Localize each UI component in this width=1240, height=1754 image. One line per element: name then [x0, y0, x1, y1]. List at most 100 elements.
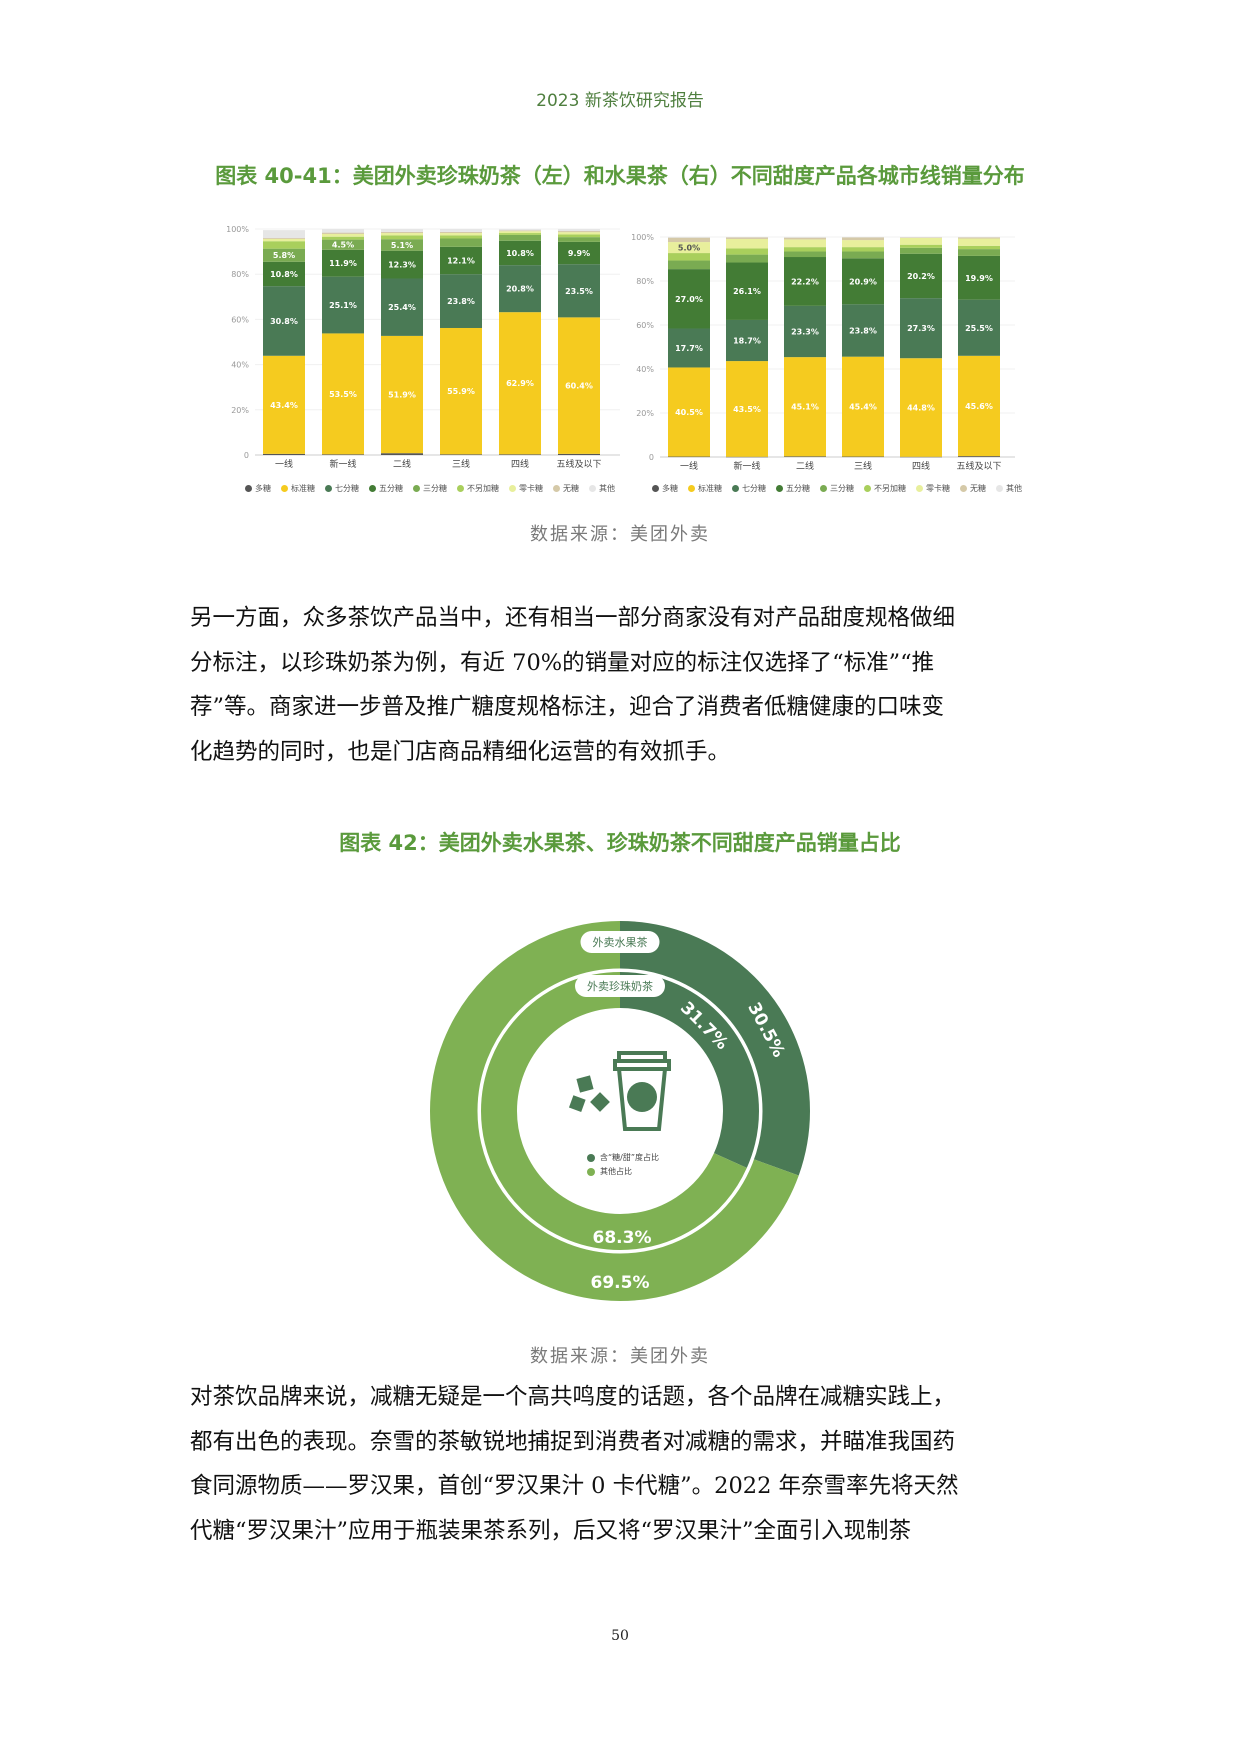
data-label: 9.9% — [568, 249, 590, 258]
y-tick-label: 80% — [231, 270, 249, 279]
data-label: 5.1% — [391, 241, 413, 250]
bar-segment — [900, 298, 942, 359]
x-tick-label: 五线及以下 — [956, 460, 1001, 472]
legend-item: 零卡糖 — [916, 483, 950, 494]
ring-label-fruit-tea: 外卖水果茶 — [580, 931, 660, 953]
bar-segment — [668, 237, 710, 243]
bar-segment — [381, 231, 423, 234]
legend-dot — [996, 485, 1003, 492]
legend-item: 三分糖 — [820, 483, 854, 494]
data-label: 53.5% — [329, 390, 357, 399]
legend-item: 零卡糖 — [509, 483, 543, 494]
legend-item: 不另加糖 — [864, 483, 906, 494]
bar-segment — [381, 235, 423, 240]
bar-segment — [381, 278, 423, 336]
bar-segment — [440, 274, 482, 328]
bar-segment — [381, 250, 423, 279]
bar-segment — [499, 234, 541, 241]
bar-segment — [842, 240, 884, 248]
legend-label: 标准糖 — [291, 484, 315, 493]
bar-segment — [784, 357, 826, 457]
bar-segment — [381, 229, 423, 232]
legend-label: 无糖 — [970, 484, 986, 493]
legend-dot — [589, 485, 596, 492]
bar-segment — [784, 257, 826, 306]
y-tick-label: 0 — [244, 451, 249, 460]
bar-segment — [558, 234, 600, 238]
legend-item: 无糖 — [553, 483, 579, 494]
paragraph-1: 另一方面，众多茶饮产品当中，还有相当一部分商家没有对产品甜度规格做细 分标注，以… — [190, 596, 1050, 774]
legend-label: 零卡糖 — [926, 484, 950, 493]
legend-dot — [281, 485, 288, 492]
y-tick-label: 20% — [636, 409, 654, 418]
legend-label: 含“糖/甜”度占比 — [600, 1153, 659, 1162]
legend-dot — [864, 485, 871, 492]
bar-segment — [558, 264, 600, 318]
data-label: 22.2% — [791, 277, 819, 286]
bar-segment — [668, 260, 710, 270]
data-label: 12.3% — [388, 261, 416, 270]
x-tick-label: 四线 — [511, 458, 529, 470]
bar-segment — [726, 237, 768, 238]
y-tick-label: 100% — [226, 225, 249, 234]
data-label: 40.5% — [675, 408, 703, 417]
bar-segment — [958, 249, 1000, 256]
data-label: 43.5% — [733, 405, 761, 414]
paragraph-line: 另一方面，众多茶饮产品当中，还有相当一部分商家没有对产品甜度规格做细 — [190, 605, 956, 631]
bar-segment — [381, 239, 423, 251]
data-label: 10.8% — [506, 249, 534, 258]
bar-segment — [668, 269, 710, 329]
legend-dot — [688, 485, 695, 492]
paragraph-line: 都有出色的表现。奈雪的茶敏锐地捕捉到消费者对减糖的需求，并瞄准我国药 — [190, 1428, 956, 1455]
x-tick-label: 五线及以下 — [556, 458, 601, 470]
bar-segment — [263, 241, 305, 249]
legend-label: 其他 — [1006, 484, 1022, 493]
legend-dot — [776, 485, 783, 492]
bar-segment — [842, 356, 884, 457]
bar-segment — [784, 237, 826, 238]
legend-dot — [457, 485, 464, 492]
bar-segment — [263, 238, 305, 242]
bar-segment — [322, 454, 364, 455]
bar-segment — [558, 237, 600, 242]
y-tick-label: 40% — [636, 365, 654, 374]
bar-segment — [726, 456, 768, 458]
paragraph-line: 对茶饮品牌来说，减糖无疑是一个高共鸣度的话题，各个品牌在减糖实践上， — [190, 1384, 956, 1410]
data-label: 30.8% — [270, 317, 298, 326]
paragraph-line: 化趋势的同时，也是门店商品精细化运营的有效抓手。 — [190, 738, 731, 765]
data-label: 18.7% — [733, 337, 761, 346]
bar-segment — [558, 229, 600, 232]
bar-segment — [499, 312, 541, 455]
bar-segment — [726, 361, 768, 457]
legend-label: 七分糖 — [742, 484, 766, 493]
bar-segment — [726, 319, 768, 362]
legend-sweet-share: 含“糖/甜”度占比 — [587, 1152, 659, 1163]
data-label: 25.5% — [965, 324, 993, 333]
data-label: 26.1% — [733, 287, 761, 296]
bar-segment — [263, 238, 305, 239]
bar-segment — [381, 233, 423, 236]
legend-dot — [245, 485, 252, 492]
bar-segment — [499, 454, 541, 455]
figure-2-title: 图表 42：美团外卖水果茶、珍珠奶茶不同甜度产品销量占比 — [339, 831, 901, 855]
ring-separator — [477, 968, 763, 1254]
paragraph-line: 荐”等。商家进一步普及推广糖度规格标注，迎合了消费者低糖健康的口味变 — [190, 694, 945, 720]
data-label: 19.9% — [965, 274, 993, 283]
bar-segment — [900, 253, 942, 299]
fruit-tea-stacked-bar-chart: 0 20% 40% 60% 80% 100% 40.5% 17.7% 27.0% 5.0% 一线 43… — [631, 233, 1015, 472]
bar-segment — [842, 258, 884, 305]
bar-segment — [499, 229, 541, 231]
legend-dot — [652, 485, 659, 492]
y-tick-label: 0 — [649, 453, 654, 462]
figure-1-source: 数据来源：美团外卖 — [530, 524, 710, 545]
bar-segment — [842, 237, 884, 241]
legend-item: 七分糖 — [325, 483, 359, 494]
data-label: 55.9% — [447, 387, 475, 396]
bar-segment — [558, 453, 600, 455]
bar-segment — [668, 253, 710, 261]
figure-2-source: 数据来源：美团外卖 — [530, 1346, 710, 1367]
legend-item: 标准糖 — [688, 483, 722, 494]
bar-segment — [440, 231, 482, 234]
legend-item: 七分糖 — [732, 483, 766, 494]
data-label: 11.9% — [329, 259, 357, 268]
